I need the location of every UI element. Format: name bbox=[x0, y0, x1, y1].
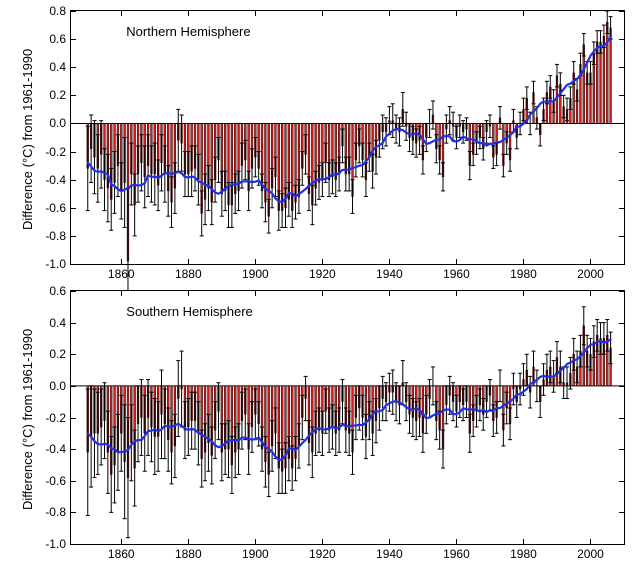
error-bars bbox=[86, 307, 613, 538]
y-tick-label: -0.4 bbox=[45, 173, 71, 187]
chart-svg bbox=[71, 11, 624, 264]
y-tick-label: -1.0 bbox=[45, 537, 71, 551]
y-tick-label: -0.2 bbox=[45, 145, 71, 159]
chart-svg bbox=[71, 291, 624, 544]
y-tick-label: 0.0 bbox=[49, 116, 71, 130]
plot-area-south: Southern Hemisphere -1.0-0.8-0.6-0.4-0.2… bbox=[70, 290, 625, 545]
y-tick-label: 0.2 bbox=[49, 347, 71, 361]
bar bbox=[583, 45, 585, 124]
y-tick-label: -0.8 bbox=[45, 229, 71, 243]
y-tick-label: -0.2 bbox=[45, 411, 71, 425]
x-tick-label: 2000 bbox=[577, 264, 604, 281]
y-tick-label: 0.2 bbox=[49, 88, 71, 102]
x-tick-label: 1880 bbox=[175, 264, 202, 281]
x-tick-label: 1920 bbox=[309, 264, 336, 281]
y-tick-label: 0.4 bbox=[49, 60, 71, 74]
x-tick-label: 1960 bbox=[443, 264, 470, 281]
x-tick-label: 1940 bbox=[376, 264, 403, 281]
y-tick-label: -0.6 bbox=[45, 474, 71, 488]
bar bbox=[596, 42, 598, 124]
plot-area-north: Northern Hemisphere -1.0-0.8-0.6-0.4-0.2… bbox=[70, 10, 625, 265]
y-tick-label: -1.0 bbox=[45, 257, 71, 271]
bar bbox=[603, 36, 605, 123]
y-tick-label: 0.6 bbox=[49, 284, 71, 298]
x-tick-label: 1920 bbox=[309, 544, 336, 561]
x-tick-label: 1860 bbox=[108, 264, 135, 281]
x-tick-label: 1900 bbox=[242, 544, 269, 561]
x-tick-label: 1880 bbox=[175, 544, 202, 561]
y-tick-mark bbox=[71, 544, 76, 545]
x-tick-label: 1980 bbox=[510, 544, 537, 561]
y-tick-label: -0.4 bbox=[45, 442, 71, 456]
y-tick-label: 0.4 bbox=[49, 316, 71, 330]
bar bbox=[600, 42, 602, 124]
y-tick-mark bbox=[71, 264, 76, 265]
panel-title-south: Southern Hemisphere bbox=[126, 304, 252, 319]
y-axis-label-south: Difference (°C) from 1961-1990 bbox=[20, 329, 35, 510]
x-tick-label: 1900 bbox=[242, 264, 269, 281]
panel-south: Southern Hemisphere -1.0-0.8-0.6-0.4-0.2… bbox=[70, 290, 625, 545]
panel-north: Northern Hemisphere -1.0-0.8-0.6-0.4-0.2… bbox=[70, 10, 625, 265]
y-axis-label-north: Difference (°C) from 1961-1990 bbox=[20, 49, 35, 230]
x-tick-label: 1980 bbox=[510, 264, 537, 281]
figure: Difference (°C) from 1961-1990 Differenc… bbox=[0, 0, 639, 565]
y-tick-label: 0.0 bbox=[49, 379, 71, 393]
y-tick-label: -0.6 bbox=[45, 201, 71, 215]
bars bbox=[87, 22, 612, 261]
y-tick-label: 0.8 bbox=[49, 4, 71, 18]
x-tick-label: 1960 bbox=[443, 544, 470, 561]
bar bbox=[606, 22, 608, 123]
y-tick-label: -0.8 bbox=[45, 505, 71, 519]
x-tick-label: 1940 bbox=[376, 544, 403, 561]
x-tick-label: 2000 bbox=[577, 544, 604, 561]
y-tick-mark bbox=[619, 544, 624, 545]
bar bbox=[610, 28, 612, 124]
y-tick-mark bbox=[619, 264, 624, 265]
x-tick-label: 1860 bbox=[108, 544, 135, 561]
panel-title-north: Northern Hemisphere bbox=[126, 24, 250, 39]
y-tick-label: 0.6 bbox=[49, 32, 71, 46]
